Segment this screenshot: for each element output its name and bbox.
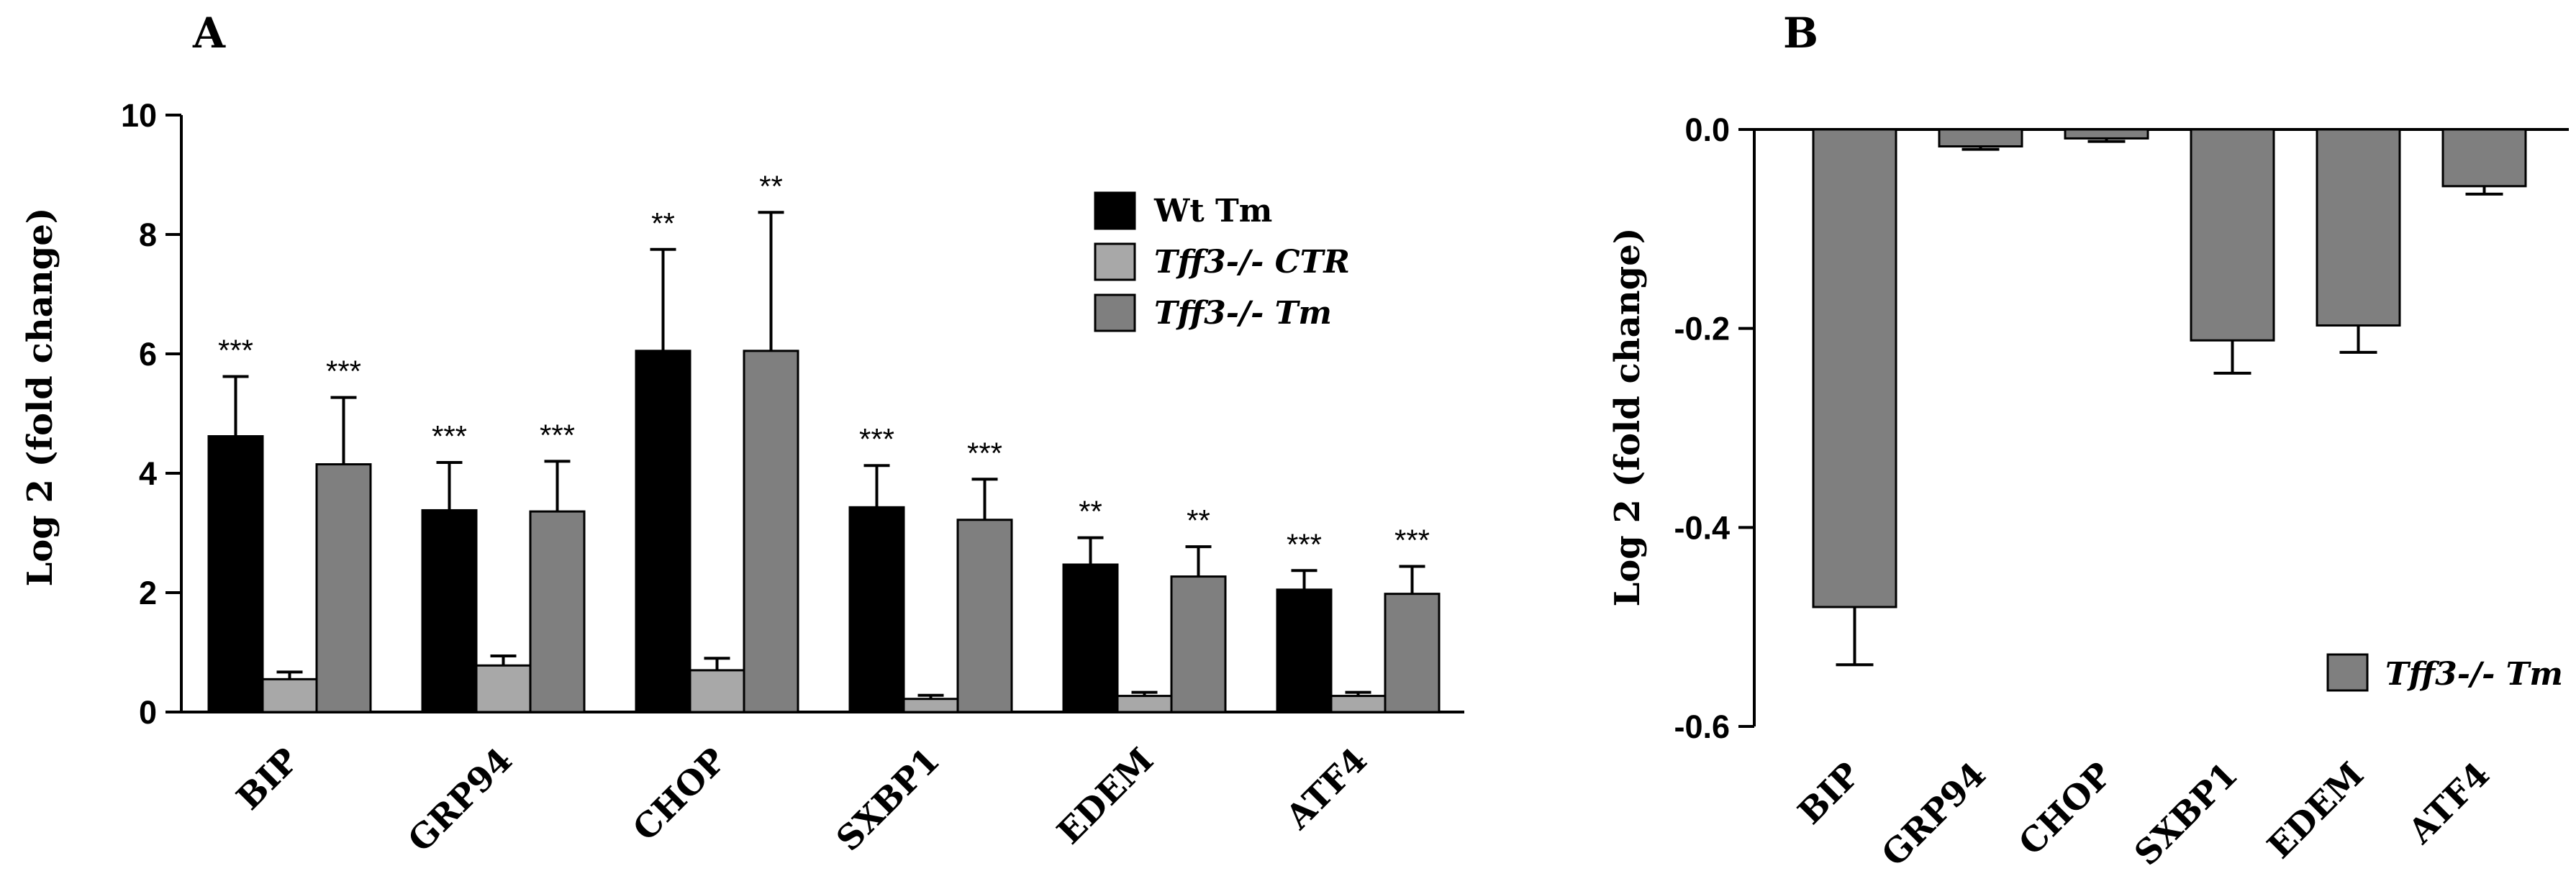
panel-b-chart: B Log 2 (fold change) 0.0 -0.2 -0.4 -0.6 BI… [1607, 9, 2569, 875]
bar-bip-wt-tm [207, 435, 264, 713]
panel-a-y-axis-title: Log 2 (fold change) [20, 208, 60, 587]
panel-a-letter: A [192, 9, 226, 58]
legend-swatch-wt-tm [1094, 191, 1136, 230]
panel-a-category-label: EDEM [1050, 741, 1161, 852]
panel-b-category-label: GRP94 [1874, 755, 1994, 875]
legend-label-tff3-tm-b: Tff3-/- Tm [2385, 656, 2563, 693]
panel-b-category-labels: BIP GRP94 CHOP SXBP1 EDEM ATF4 [1790, 755, 2498, 875]
significance-marker: ** [1187, 503, 1210, 537]
panel-a-category-label: SXBP1 [829, 741, 948, 859]
panel-b-category-label: EDEM [2260, 755, 2372, 867]
panel-b-letter: B [1783, 9, 1818, 58]
significance-marker: ** [1079, 495, 1102, 529]
panel-b-y-tick-label: 0.0 [1684, 111, 1730, 148]
panel-a-category-label: BIP [229, 741, 307, 818]
bar-b-sxbp1 [2190, 128, 2275, 342]
bar-grp94-tff3-ctr [475, 664, 532, 713]
panel-a-y-tick-label: 4 [139, 455, 157, 492]
bar-edem-tff3-ctr [1116, 695, 1173, 713]
significance-marker: *** [218, 334, 253, 368]
legend-swatch-tff3-tm-b [2326, 653, 2369, 692]
panel-b-y-axis-title: Log 2 (fold change) [1607, 228, 1648, 607]
panel-b-y-tick-label: -0.6 [1674, 708, 1730, 745]
bar-sxbp1-wt-tm [848, 506, 905, 713]
panel-b-axes: 0.0 -0.2 -0.4 -0.6 [1674, 111, 2569, 745]
bar-atf4-wt-tm [1276, 588, 1333, 713]
panel-a-y-tick-label: 10 [121, 97, 157, 134]
significance-marker: *** [432, 419, 467, 453]
bar-bip-tff3-tm [315, 463, 372, 713]
legend-swatch-tff3-ctr [1094, 242, 1136, 281]
panel-a-y-tick-label: 2 [139, 575, 157, 611]
bar-b-edem [2316, 128, 2401, 327]
bar-edem-wt-tm [1062, 563, 1119, 713]
panel-a-y-tick-label: 8 [139, 216, 157, 253]
significance-marker: ** [651, 206, 675, 240]
bar-bip-tff3-ctr [261, 678, 318, 713]
bar-sxbp1-tff3-tm [956, 519, 1013, 713]
significance-marker: *** [859, 422, 894, 456]
panel-b-category-label: SXBP1 [2127, 755, 2246, 874]
panel-a-axes: 0 2 4 6 8 10 [121, 97, 1464, 731]
panel-a-category-labels: BIP GRP94 CHOP SXBP1 EDEM ATF4 [229, 741, 1375, 860]
bar-atf4-tff3-tm [1384, 593, 1441, 713]
bar-sxbp1-tff3-ctr [902, 698, 959, 713]
panel-b-category-label: BIP [1790, 755, 1868, 833]
bar-grp94-wt-tm [421, 508, 478, 713]
panel-b-y-tick-label: -0.2 [1674, 311, 1730, 347]
legend-swatch-tff3-tm [1094, 293, 1136, 332]
panel-a-category-label: GRP94 [401, 741, 520, 860]
significance-marker: *** [326, 355, 361, 388]
significance-marker: *** [1394, 523, 1430, 557]
panel-b-bars [1812, 128, 2527, 667]
panel-a-category-label: CHOP [625, 741, 734, 849]
significance-marker: *** [967, 436, 1002, 470]
bar-grp94-tff3-tm [529, 510, 586, 713]
legend-label-wt-tm: Wt Tm [1153, 193, 1272, 229]
legend-label-tff3-tm: Tff3-/- Tm [1154, 295, 1332, 332]
bar-b-chop [2064, 128, 2149, 140]
legend-label-tff3-ctr: Tff3-/- CTR [1154, 244, 1350, 280]
panel-b-category-label: CHOP [2011, 755, 2120, 864]
bar-b-grp94 [1938, 128, 2023, 148]
bar-chop-tff3-tm [743, 350, 799, 713]
bar-chop-wt-tm [635, 350, 691, 713]
panel-a-y-tick-label: 6 [139, 336, 157, 373]
significance-marker: *** [1287, 527, 1322, 561]
bar-chop-tff3-ctr [689, 669, 745, 713]
significance-marker: *** [540, 418, 575, 452]
panel-a-bars: ********* ********** ***** ***** *** [207, 169, 1441, 713]
panel-b-category-label: ATF4 [2400, 755, 2498, 852]
bar-atf4-tff3-ctr [1330, 695, 1387, 713]
bar-b-bip [1812, 128, 1897, 608]
panel-a-y-tick-label: 0 [139, 694, 157, 731]
panel-b-y-tick-label: -0.4 [1674, 509, 1730, 546]
bar-edem-tff3-tm [1170, 575, 1227, 713]
panel-b-legend: Tff3-/- Tm [2326, 653, 2563, 693]
significance-marker: ** [759, 169, 783, 203]
panel-a-category-label: ATF4 [1278, 741, 1375, 838]
panel-a-legend: Wt Tm Tff3-/- CTR Tff3-/- Tm [1094, 191, 1350, 332]
bar-b-atf4 [2441, 128, 2527, 188]
